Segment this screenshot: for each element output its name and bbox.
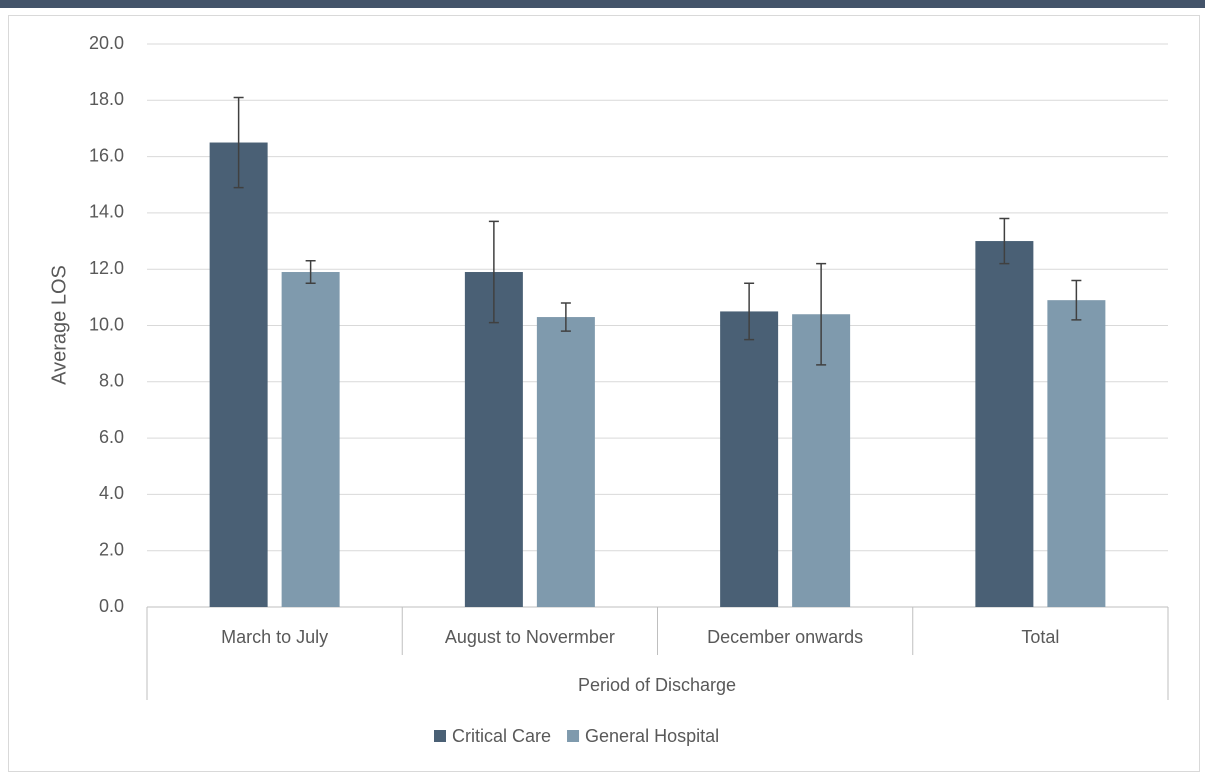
x-tick-label: August to Novermber <box>445 627 615 647</box>
y-tick-label: 14.0 <box>89 202 124 222</box>
error-bar <box>1071 279 1082 321</box>
error-bar <box>816 262 827 366</box>
legend-label: General Hospital <box>585 726 719 746</box>
bar <box>975 241 1034 608</box>
bar <box>1047 300 1106 607</box>
y-tick-label: 10.0 <box>89 314 124 334</box>
y-tick-label: 6.0 <box>99 427 124 447</box>
bar <box>209 142 268 607</box>
legend-swatch <box>567 730 580 742</box>
y-tick-label: 12.0 <box>89 258 124 278</box>
bar <box>720 311 779 607</box>
y-tick-label: 18.0 <box>89 89 124 109</box>
bar <box>464 272 523 607</box>
bar <box>281 272 340 607</box>
top-band <box>0 0 1205 8</box>
x-tick-label: March to July <box>221 627 328 647</box>
y-tick-label: 2.0 <box>99 539 124 559</box>
y-tick-label: 8.0 <box>99 371 124 391</box>
y-axis-label: Average LOS <box>48 265 70 385</box>
x-axis-label: Period of Discharge <box>578 675 736 695</box>
error-bar <box>560 302 571 332</box>
error-bar <box>999 217 1010 265</box>
x-tick-label: Total <box>1021 627 1059 647</box>
error-bar <box>233 96 244 189</box>
error-bar <box>744 282 755 341</box>
y-tick-label: 20.0 <box>89 33 124 53</box>
legend-swatch <box>434 730 446 742</box>
error-bar <box>488 220 499 324</box>
bar <box>536 317 595 607</box>
legend-label: Critical Care <box>452 726 551 746</box>
y-tick-label: 16.0 <box>89 145 124 165</box>
x-tick-label: December onwards <box>707 627 863 647</box>
error-bar <box>305 260 316 285</box>
y-tick-label: 0.0 <box>99 596 124 616</box>
y-tick-label: 4.0 <box>99 483 124 503</box>
